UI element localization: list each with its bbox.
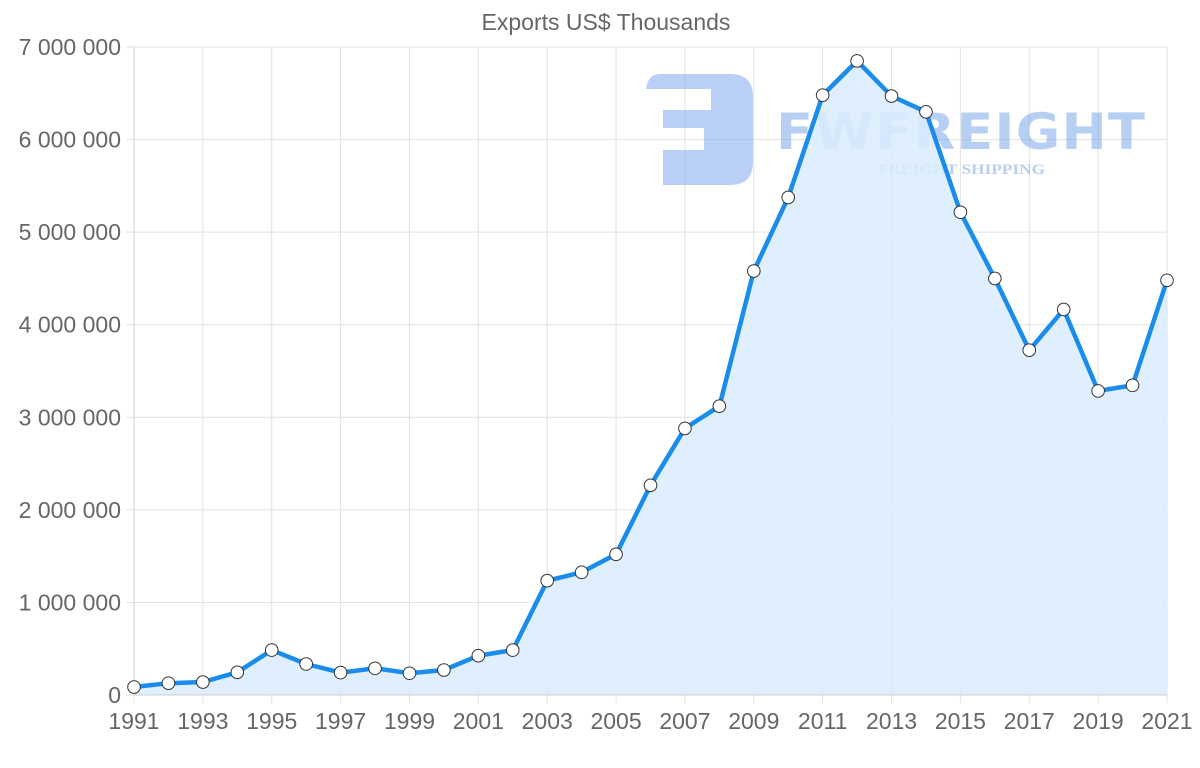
data-point (471, 648, 486, 663)
data-point (127, 680, 141, 694)
area-fill (134, 60, 1167, 695)
data-point (299, 657, 313, 671)
x-tick-label: 1991 (108, 708, 159, 734)
data-point (1125, 378, 1140, 393)
data-point (815, 88, 830, 102)
data-point (196, 675, 210, 689)
data-point (781, 190, 796, 205)
x-axis-tick-labels: 1991 1993 1995 1997 1999 2001 2003 2005 2007 2009… (108, 708, 1192, 734)
x-tick-label: 2015 (935, 708, 986, 734)
x-tick-label: 2017 (1004, 708, 1055, 734)
chart-title: Exports US$ Thousands (482, 9, 731, 35)
data-point (505, 643, 520, 657)
data-point (574, 565, 589, 580)
data-point (678, 421, 692, 436)
x-tick-label: 2019 (1073, 708, 1124, 734)
data-point (1160, 273, 1174, 288)
data-point (884, 89, 899, 103)
x-tick-label: 1997 (315, 708, 366, 734)
data-point (437, 663, 451, 677)
data-point (609, 547, 623, 562)
x-tick-label: 1995 (246, 708, 297, 734)
y-axis-tick-labels: 0 1 000 000 2 000 000 3 000 000 4 000 000 5 0… (19, 34, 121, 708)
y-tick-label: 0 (108, 682, 121, 708)
data-markers (127, 54, 1174, 694)
axes (133, 47, 1167, 696)
y-tick-label: 2 000 000 (19, 497, 121, 523)
y-tick-label: 1 000 000 (19, 589, 121, 615)
data-point (712, 399, 727, 413)
data-point (1056, 302, 1071, 317)
x-tick-label: 2007 (659, 708, 710, 734)
data-point (850, 54, 864, 68)
x-tick-label: 2003 (522, 708, 573, 734)
x-tick-label: 2021 (1141, 708, 1192, 734)
y-tick-label: 4 000 000 (19, 312, 121, 338)
data-point (333, 665, 348, 680)
x-tick-label: 2005 (590, 708, 641, 734)
y-tick-label: 5 000 000 (19, 219, 121, 245)
y-tick-label: 7 000 000 (19, 34, 121, 60)
y-tick-label: 6 000 000 (19, 127, 121, 153)
data-point (230, 665, 245, 680)
data-point (368, 661, 382, 676)
x-tick-label: 2001 (453, 708, 504, 734)
x-tick-label: 1993 (177, 708, 228, 734)
data-point (1091, 384, 1105, 398)
data-point (919, 105, 933, 119)
fwfreight-logo-icon (646, 74, 753, 185)
data-point (953, 205, 968, 220)
watermark: FWFREIGHT FREIGHT SHIPPING (646, 74, 1145, 185)
x-tick-label: 2013 (866, 708, 917, 734)
x-tick-label: 2009 (728, 708, 779, 734)
data-point (402, 666, 417, 681)
data-point (643, 478, 658, 493)
x-tick-label: 2011 (798, 708, 847, 734)
data-point (161, 676, 176, 690)
data-point (1022, 343, 1037, 357)
data-point (747, 264, 761, 278)
data-point (264, 643, 279, 657)
data-point (540, 573, 555, 588)
y-tick-label: 3 000 000 (19, 404, 121, 430)
data-point (988, 271, 1002, 286)
x-tick-label: 1999 (384, 708, 435, 734)
